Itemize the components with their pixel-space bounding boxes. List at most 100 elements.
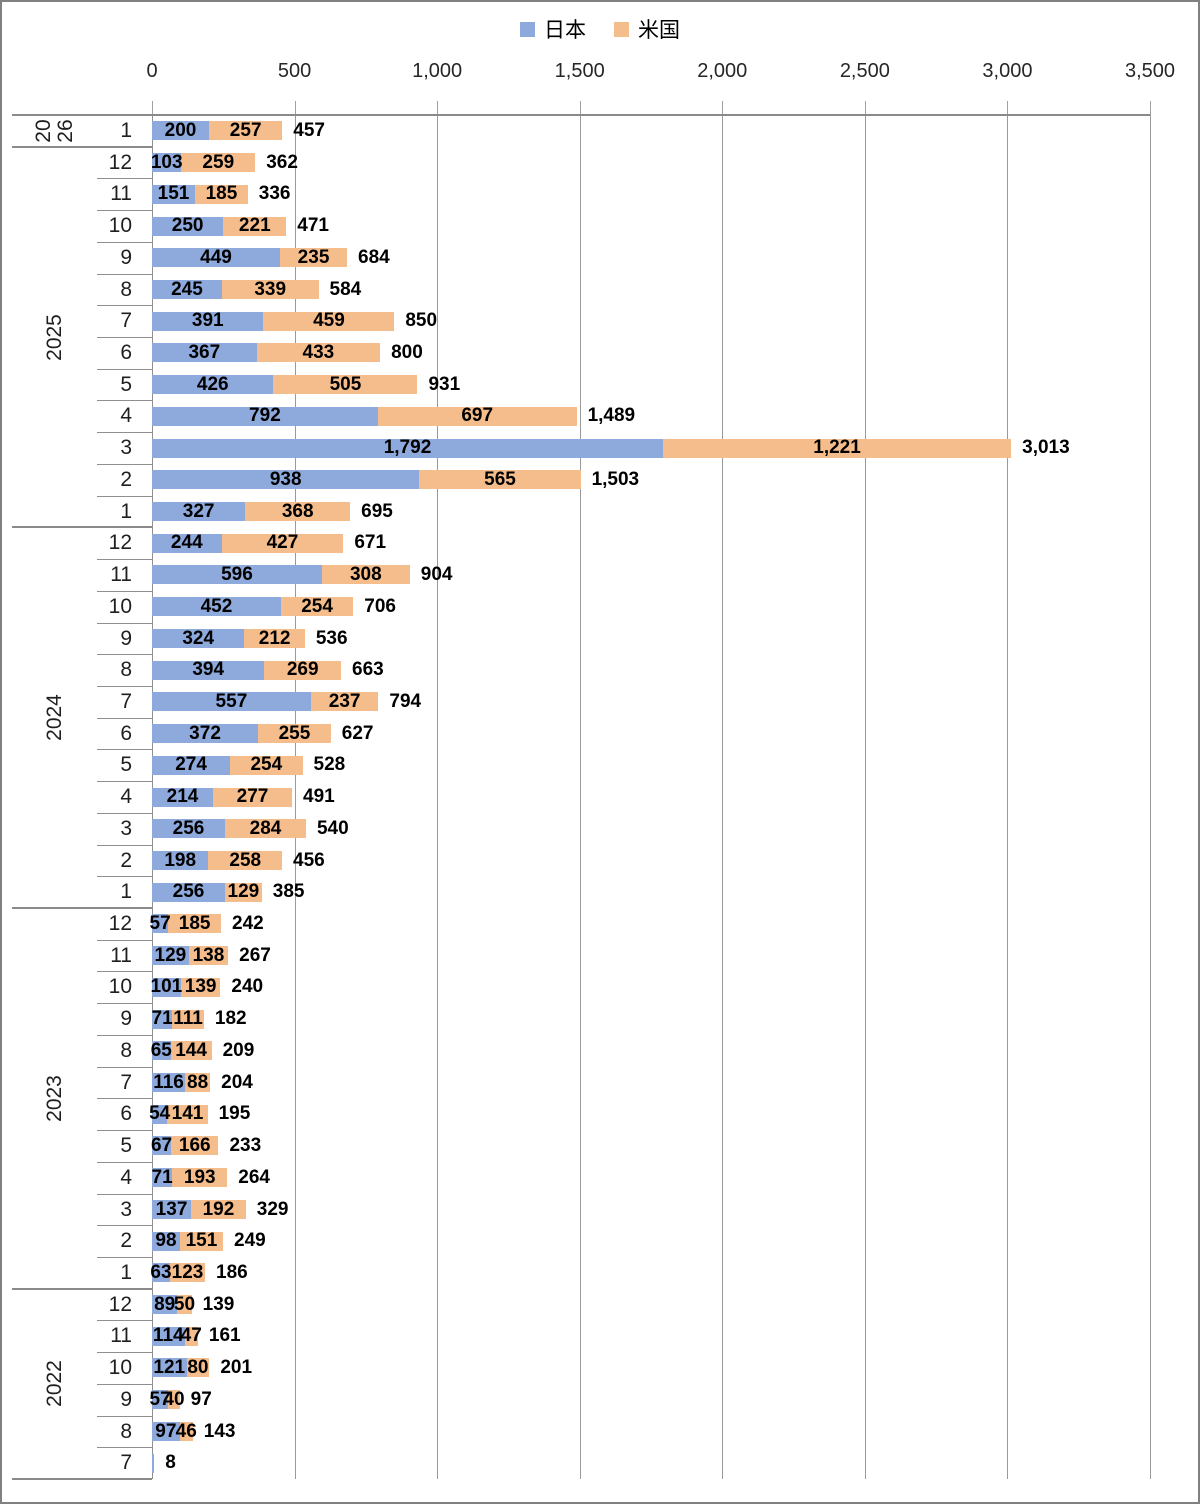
bar-us-segment[interactable] <box>273 375 418 395</box>
bar-us-segment[interactable] <box>221 279 319 299</box>
bar-japan-segment[interactable] <box>152 819 225 839</box>
bar-japan-segment[interactable] <box>152 502 246 521</box>
bar-us-segment[interactable] <box>170 1041 212 1061</box>
bar-us-segment[interactable] <box>209 121 283 141</box>
bar-us-segment[interactable] <box>662 438 1012 458</box>
bar-us-segment[interactable] <box>258 724 331 744</box>
bar-japan-segment[interactable] <box>152 692 311 712</box>
bar-us-segment[interactable] <box>230 755 303 775</box>
bar-japan-segment[interactable] <box>152 787 214 807</box>
bar-us-segment[interactable] <box>208 850 283 870</box>
bar-us-segment[interactable] <box>377 406 577 426</box>
bar-japan-segment[interactable] <box>152 565 322 585</box>
bar-japan-segment[interactable] <box>152 121 210 141</box>
legend-item-us[interactable]: 米国 <box>614 14 680 44</box>
year-label-text: 2025 <box>43 313 66 361</box>
bar-us-label: 505 <box>329 373 362 395</box>
bar-us-segment[interactable] <box>264 660 342 680</box>
bar-japan-segment[interactable] <box>152 977 181 997</box>
month-label: 3 <box>120 1197 132 1221</box>
bar-us-segment[interactable] <box>186 1358 210 1378</box>
month-label: 1 <box>120 499 132 523</box>
bar-japan-segment[interactable] <box>152 184 196 204</box>
bar-japan-segment[interactable] <box>152 724 259 744</box>
bar-us-segment[interactable] <box>179 1231 223 1251</box>
bar-us-segment[interactable] <box>280 248 348 268</box>
bar-us-segment[interactable] <box>188 946 229 966</box>
bar-japan-segment[interactable] <box>152 153 182 173</box>
legend-label-us: 米国 <box>638 19 680 42</box>
bar-japan-segment[interactable] <box>152 1009 173 1029</box>
bar-us-segment[interactable] <box>168 914 221 934</box>
bar-us-segment[interactable] <box>168 1390 180 1410</box>
bar-us-segment[interactable] <box>280 597 354 617</box>
bar-japan-segment[interactable] <box>152 375 274 395</box>
bar-japan-segment[interactable] <box>152 533 222 553</box>
bar-us-segment[interactable] <box>244 628 305 648</box>
bar-japan-segment[interactable] <box>152 1453 155 1473</box>
bar-japan-segment[interactable] <box>152 438 663 458</box>
bar-japan-segment[interactable] <box>152 1390 169 1410</box>
month-label: 3 <box>120 436 132 460</box>
bar-japan-label: 63 <box>150 1261 172 1283</box>
bar-japan-segment[interactable] <box>152 914 169 934</box>
bar-japan-segment[interactable] <box>152 882 225 902</box>
bar-total-label: 904 <box>420 564 453 586</box>
legend-item-japan[interactable]: 日本 <box>520 14 586 44</box>
month-separator <box>97 368 152 370</box>
bar-japan-segment[interactable] <box>152 1168 173 1188</box>
bar-japan-segment[interactable] <box>152 628 245 648</box>
bar-us-segment[interactable] <box>169 1263 206 1283</box>
bar-us-segment[interactable] <box>213 787 292 807</box>
month-separator <box>97 781 152 783</box>
bar-japan-segment[interactable] <box>152 597 281 617</box>
bar-japan-segment[interactable] <box>152 343 257 363</box>
bar-japan-segment[interactable] <box>152 755 231 775</box>
bar-japan-segment[interactable] <box>152 279 222 299</box>
year-separator <box>12 1287 152 1290</box>
bar-us-segment[interactable] <box>224 819 306 839</box>
bar-us-segment[interactable] <box>223 216 287 236</box>
bar-us-segment[interactable] <box>167 1104 208 1124</box>
bar-japan-segment[interactable] <box>152 1295 178 1315</box>
bar-us-segment[interactable] <box>221 533 344 553</box>
bar-japan-segment[interactable] <box>152 1072 186 1092</box>
bar-japan-segment[interactable] <box>152 1199 192 1219</box>
bar-us-segment[interactable] <box>245 502 351 521</box>
bar-us-segment[interactable] <box>172 1009 204 1029</box>
bar-japan-segment[interactable] <box>152 1041 171 1061</box>
bar-us-segment[interactable] <box>180 977 221 997</box>
bar-us-segment[interactable] <box>184 1326 198 1346</box>
bar-japan-segment[interactable] <box>152 311 264 331</box>
bar-japan-segment[interactable] <box>152 216 224 236</box>
bar-japan-segment[interactable] <box>152 1326 185 1346</box>
bar-japan-segment[interactable] <box>152 248 281 268</box>
bar-us-segment[interactable] <box>195 184 248 204</box>
bar-japan-segment[interactable] <box>152 470 420 490</box>
year-label: 2022 <box>12 1289 97 1479</box>
bar-us-segment[interactable] <box>419 470 581 490</box>
bar-japan-segment[interactable] <box>152 946 189 966</box>
bar-us-segment[interactable] <box>179 1421 193 1441</box>
bar-japan-segment[interactable] <box>152 1104 168 1124</box>
bar-us-segment[interactable] <box>185 1072 211 1092</box>
bar-japan-segment[interactable] <box>152 406 378 426</box>
bar-japan-segment[interactable] <box>152 660 265 680</box>
bar-us-segment[interactable] <box>263 311 395 331</box>
bar-us-segment[interactable] <box>310 692 379 712</box>
bar-japan-segment[interactable] <box>152 1358 187 1378</box>
bar-us-segment[interactable] <box>177 1295 192 1315</box>
bar-us-segment[interactable] <box>172 1168 228 1188</box>
bar-us-segment[interactable] <box>224 882 262 902</box>
bar-us-segment[interactable] <box>171 1136 219 1156</box>
bar-us-segment[interactable] <box>321 565 410 585</box>
bar-japan-segment[interactable] <box>152 1136 172 1156</box>
bar-us-segment[interactable] <box>191 1199 246 1219</box>
bar-japan-segment[interactable] <box>152 850 209 870</box>
bar-us-segment[interactable] <box>181 153 256 173</box>
bar-japan-segment[interactable] <box>152 1421 180 1441</box>
bar-japan-segment[interactable] <box>152 1231 180 1251</box>
bar-us-segment[interactable] <box>256 343 381 363</box>
bar-japan-segment[interactable] <box>152 1263 170 1283</box>
bar-japan-label: 391 <box>191 310 224 332</box>
